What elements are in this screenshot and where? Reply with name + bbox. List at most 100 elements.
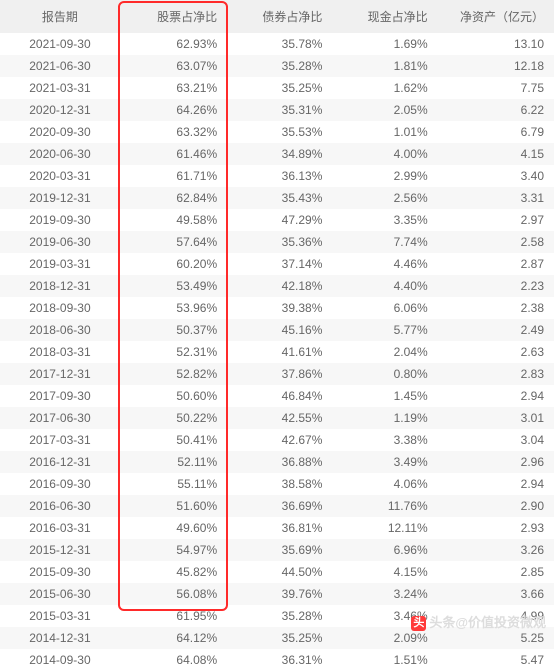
cell-bond: 35.28% <box>227 605 332 627</box>
cell-nav: 3.26 <box>438 539 554 561</box>
table-row: 2017-09-3050.60%46.84%1.45%2.94 <box>0 385 554 407</box>
cell-cash: 1.62% <box>332 77 437 99</box>
cell-cash: 2.56% <box>332 187 437 209</box>
cell-stock: 56.08% <box>122 583 227 605</box>
header-cash: 现金占净比 <box>332 0 437 33</box>
table-row: 2018-12-3153.49%42.18%4.40%2.23 <box>0 275 554 297</box>
cell-date: 2021-03-31 <box>0 77 122 99</box>
cell-nav: 2.38 <box>438 297 554 319</box>
cell-stock: 64.08% <box>122 649 227 671</box>
cell-stock: 61.46% <box>122 143 227 165</box>
cell-date: 2014-09-30 <box>0 649 122 671</box>
cell-bond: 44.50% <box>227 561 332 583</box>
cell-cash: 11.76% <box>332 495 437 517</box>
header-stock: 股票占净比 <box>122 0 227 33</box>
table-row: 2018-09-3053.96%39.38%6.06%2.38 <box>0 297 554 319</box>
cell-bond: 46.84% <box>227 385 332 407</box>
cell-date: 2020-12-31 <box>0 99 122 121</box>
cell-date: 2016-09-30 <box>0 473 122 495</box>
cell-cash: 3.24% <box>332 583 437 605</box>
cell-nav: 3.31 <box>438 187 554 209</box>
cell-bond: 45.16% <box>227 319 332 341</box>
cell-nav: 2.49 <box>438 319 554 341</box>
cell-nav: 2.94 <box>438 385 554 407</box>
cell-cash: 4.06% <box>332 473 437 495</box>
cell-bond: 36.31% <box>227 649 332 671</box>
cell-bond: 36.13% <box>227 165 332 187</box>
cell-nav: 2.63 <box>438 341 554 363</box>
cell-cash: 3.38% <box>332 429 437 451</box>
cell-cash: 6.96% <box>332 539 437 561</box>
table-row: 2018-06-3050.37%45.16%5.77%2.49 <box>0 319 554 341</box>
cell-nav: 13.10 <box>438 33 554 55</box>
cell-bond: 35.25% <box>227 627 332 649</box>
cell-date: 2015-12-31 <box>0 539 122 561</box>
cell-stock: 53.49% <box>122 275 227 297</box>
table-row: 2015-12-3154.97%35.69%6.96%3.26 <box>0 539 554 561</box>
cell-stock: 60.20% <box>122 253 227 275</box>
table-row: 2017-12-3152.82%37.86%0.80%2.83 <box>0 363 554 385</box>
cell-nav: 2.87 <box>438 253 554 275</box>
cell-bond: 39.38% <box>227 297 332 319</box>
cell-bond: 35.25% <box>227 77 332 99</box>
cell-date: 2015-09-30 <box>0 561 122 583</box>
cell-bond: 36.88% <box>227 451 332 473</box>
table-row: 2020-12-3164.26%35.31%2.05%6.22 <box>0 99 554 121</box>
cell-date: 2020-03-31 <box>0 165 122 187</box>
table-row: 2021-03-3163.21%35.25%1.62%7.75 <box>0 77 554 99</box>
cell-cash: 12.11% <box>332 517 437 539</box>
cell-bond: 38.58% <box>227 473 332 495</box>
cell-bond: 35.28% <box>227 55 332 77</box>
cell-stock: 62.93% <box>122 33 227 55</box>
table-row: 2019-03-3160.20%37.14%4.46%2.87 <box>0 253 554 275</box>
cell-date: 2019-03-31 <box>0 253 122 275</box>
table-row: 2019-09-3049.58%47.29%3.35%2.97 <box>0 209 554 231</box>
cell-stock: 64.26% <box>122 99 227 121</box>
cell-nav: 6.22 <box>438 99 554 121</box>
cell-bond: 37.86% <box>227 363 332 385</box>
cell-nav: 3.40 <box>438 165 554 187</box>
cell-stock: 53.96% <box>122 297 227 319</box>
cell-stock: 52.11% <box>122 451 227 473</box>
cell-stock: 52.82% <box>122 363 227 385</box>
cell-date: 2018-06-30 <box>0 319 122 341</box>
header-date: 报告期 <box>0 0 122 33</box>
cell-cash: 1.81% <box>332 55 437 77</box>
cell-date: 2014-12-31 <box>0 627 122 649</box>
cell-stock: 63.07% <box>122 55 227 77</box>
cell-stock: 63.32% <box>122 121 227 143</box>
asset-allocation-table: 报告期 股票占净比 债券占净比 现金占净比 净资产（亿元） 2021-09-30… <box>0 0 554 671</box>
header-bond: 债券占净比 <box>227 0 332 33</box>
cell-date: 2017-06-30 <box>0 407 122 429</box>
cell-cash: 6.06% <box>332 297 437 319</box>
cell-nav: 6.79 <box>438 121 554 143</box>
table-row: 2018-03-3152.31%41.61%2.04%2.63 <box>0 341 554 363</box>
cell-bond: 37.14% <box>227 253 332 275</box>
cell-bond: 35.53% <box>227 121 332 143</box>
table-row: 2014-09-3064.08%36.31%1.51%5.47 <box>0 649 554 671</box>
cell-stock: 61.71% <box>122 165 227 187</box>
table-row: 2019-12-3162.84%35.43%2.56%3.31 <box>0 187 554 209</box>
watermark: 头头条@价值投资微观 <box>411 612 546 631</box>
cell-cash: 2.04% <box>332 341 437 363</box>
cell-date: 2016-06-30 <box>0 495 122 517</box>
table-row: 2020-06-3061.46%34.89%4.00%4.15 <box>0 143 554 165</box>
cell-nav: 2.58 <box>438 231 554 253</box>
cell-stock: 61.95% <box>122 605 227 627</box>
cell-cash: 0.80% <box>332 363 437 385</box>
cell-bond: 36.69% <box>227 495 332 517</box>
cell-stock: 51.60% <box>122 495 227 517</box>
table-row: 2020-03-3161.71%36.13%2.99%3.40 <box>0 165 554 187</box>
cell-cash: 4.00% <box>332 143 437 165</box>
cell-nav: 4.15 <box>438 143 554 165</box>
cell-date: 2017-03-31 <box>0 429 122 451</box>
cell-nav: 7.75 <box>438 77 554 99</box>
cell-cash: 4.46% <box>332 253 437 275</box>
cell-bond: 35.69% <box>227 539 332 561</box>
cell-stock: 52.31% <box>122 341 227 363</box>
table-row: 2016-12-3152.11%36.88%3.49%2.96 <box>0 451 554 473</box>
cell-cash: 4.40% <box>332 275 437 297</box>
cell-nav: 5.47 <box>438 649 554 671</box>
table-row: 2016-09-3055.11%38.58%4.06%2.94 <box>0 473 554 495</box>
cell-stock: 64.12% <box>122 627 227 649</box>
